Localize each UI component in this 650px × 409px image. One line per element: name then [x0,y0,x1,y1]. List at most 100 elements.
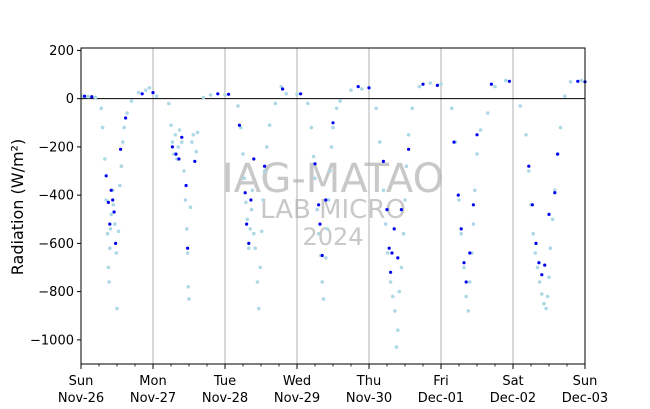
data-point [258,265,263,270]
x-tick-day: Sun [69,374,94,389]
data-point [186,285,191,289]
data-point [183,198,188,202]
data-point [176,145,180,149]
data-point [122,125,126,130]
data-point [547,275,551,280]
data-point [410,106,415,111]
data-point [241,152,245,156]
data-point [576,79,580,83]
data-point [464,280,468,284]
data-point [261,198,266,202]
data-point [396,328,400,333]
data-point [105,231,110,236]
data-point [399,265,404,270]
data-point [242,176,247,181]
data-point [243,191,247,195]
x-tick-date: Nov-28 [202,391,248,406]
data-point [136,90,141,95]
y-axis: 200 0 −200 −400 −600 −800 −1000 [30,44,81,348]
x-tick-day: Wed [283,374,311,389]
data-point [265,145,269,149]
data-point [435,83,439,87]
data-point [108,227,113,231]
data-point [456,193,460,197]
data-point [466,309,471,313]
data-point [262,169,267,173]
y-tick-label: −400 [38,189,74,204]
data-point [190,140,194,144]
data-point [540,292,544,296]
data-point [182,169,186,173]
data-point [383,222,388,226]
data-point [421,82,425,86]
data-point [388,280,393,284]
data-point [338,99,343,103]
data-point [223,93,227,97]
data-point [329,145,334,149]
data-point [263,164,267,168]
data-point [90,95,94,99]
data-point [273,101,278,106]
data-point [103,157,107,161]
data-point [187,297,191,301]
data-point [325,227,330,231]
data-point [556,152,560,156]
data-point [317,203,321,207]
data-point [100,125,105,130]
data-point [360,87,364,91]
data-points [80,78,587,349]
data-point [93,95,98,100]
data-point [320,253,324,258]
data-point [471,203,475,207]
data-point [387,246,391,250]
data-point [281,87,285,91]
data-point [116,229,121,234]
data-point [462,261,466,265]
data-point [475,133,479,137]
y-tick-label: −1000 [30,333,74,348]
data-point [167,101,171,106]
data-point [247,246,251,250]
data-point [249,198,253,202]
data-point [195,130,200,135]
data-point [462,265,466,270]
data-point [537,261,541,265]
data-point [170,140,175,144]
data-point [328,169,332,173]
data-point [324,256,328,260]
data-point [193,159,197,163]
y-tick-label: 0 [66,92,74,107]
data-point [457,198,461,202]
data-point [399,208,403,212]
data-point [550,217,555,222]
data-point [318,222,322,226]
y-tick-label: 200 [49,44,74,59]
data-point [121,140,125,144]
data-point [129,99,134,103]
x-tick-day: Sun [573,374,598,389]
x-tick-date: Dec-02 [490,391,536,406]
data-point [108,222,112,226]
data-point [118,183,122,188]
data-point [381,188,386,193]
data-point [542,301,546,306]
data-point [397,289,402,294]
data-point [394,345,399,349]
x-tick-date: Nov-29 [274,391,320,406]
data-point [390,251,394,255]
x-tick-day: Tue [213,374,236,389]
data-point [331,121,335,125]
data-point [464,294,469,299]
data-point [151,91,155,95]
data-point [313,162,317,166]
data-point [227,92,231,96]
data-point [473,188,477,193]
data-point [478,128,483,132]
data-point [208,93,213,97]
data-point [475,152,479,156]
data-point [504,78,508,83]
data-point [177,157,181,161]
data-point [389,270,393,274]
data-point [104,198,108,202]
data-point [173,133,178,137]
